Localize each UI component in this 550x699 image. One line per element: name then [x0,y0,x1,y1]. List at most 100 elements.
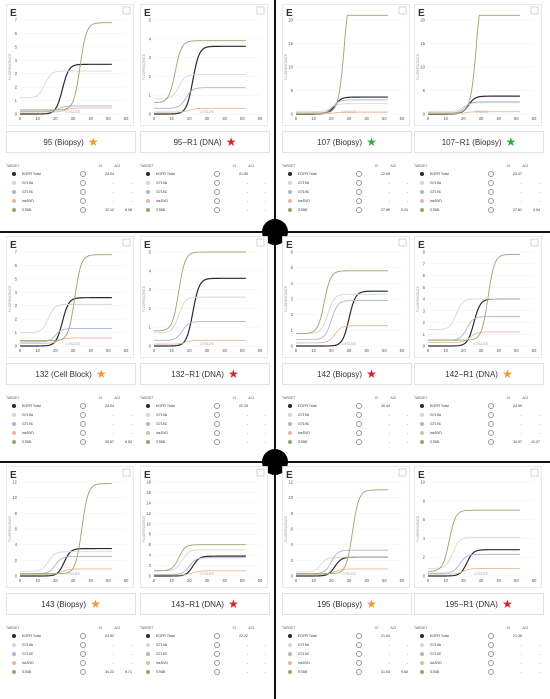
status-circle-icon [356,207,362,213]
amplification-curve [296,293,388,334]
target-color-dot [146,208,150,212]
header-target: TARGET [6,396,20,400]
x-tick-label: 60 [400,116,405,121]
target-name: G719C [22,422,34,426]
y-axis-label: FLUORESCENCE [142,54,146,80]
header-target: TARGET [282,626,296,630]
table-row: G719A - - [6,179,136,187]
target-color-dot [146,190,150,194]
y-tick-label: 6 [291,250,294,255]
target-color-dot [420,404,424,408]
panel-letter: E [418,470,425,481]
target-name: S768I [156,208,166,212]
chart-panel: E 0 1 2 3 4 5 6 0 10 20 30 40 50 60 CYCLES FLUORESCENCE 1… [282,236,412,389]
x-tick-label: 40 [364,578,369,583]
target-color-dot [12,413,16,417]
chart-frame [6,466,134,588]
ct-value: 30.57 [105,440,114,444]
target-name: G719A [22,413,34,417]
x-tick-label: 30 [71,116,76,121]
ct-value: - [520,190,522,194]
table-row: insSVD - - [414,429,544,437]
x-tick-label: 50 [514,116,519,121]
target-name: G719A [298,413,310,417]
x-tick-label: 20 [187,348,192,353]
y-tick-label: 0 [291,112,294,117]
amplification-curve [296,290,388,347]
target-name: G719C [156,652,168,656]
status-circle-icon [80,651,86,657]
ct-value: 22.22 [239,634,248,638]
expand-icon [398,6,407,15]
x-tick-label: 60 [124,348,129,353]
ct-value: - [246,208,248,212]
table-header: TARGET Ct ΔCt [282,624,412,632]
target-color-dot [12,643,16,647]
sample-label: 142 (Biopsy) ★ [282,363,412,385]
ct-value: 23.47 [513,172,522,176]
target-name: S768I [156,440,166,444]
amplification-curve [428,14,520,114]
dct-value: - [130,643,132,647]
status-circle-icon [488,207,494,213]
dct-value: - [406,661,408,665]
status-circle-icon [214,633,220,639]
sample-label: 142−R1 (DNA) ★ [414,363,544,385]
dct-value: 5.24 [401,208,408,212]
ct-value: 27.89 [381,208,390,212]
table-row: G719A - - [282,641,412,649]
y-tick-label: 4 [291,542,294,547]
ct-value: 24.90 [513,404,522,408]
ct-value: 30.44 [381,404,390,408]
ct-value: - [520,413,522,417]
y-tick-label: 12 [12,480,17,485]
y-tick-label: 5 [149,18,152,23]
amplification-curve [296,111,388,114]
star-icon: ★ [505,135,517,149]
amplification-curve [20,483,112,575]
target-color-dot [288,661,292,665]
status-circle-icon [80,412,86,418]
target-color-dot [420,172,424,176]
y-tick-label: 1 [291,328,294,333]
y-tick-label: 6 [423,273,426,278]
dct-value: - [264,181,266,185]
target-color-dot [288,643,292,647]
header-ct: Ct [232,396,236,400]
sample-label: 95−R1 (DNA) ★ [140,131,270,153]
table-row: S768I 31.54 9.60 [282,668,412,676]
ct-value: 24.52 [105,634,114,638]
status-circle-icon [214,189,220,195]
x-axis-label: CYCLES [474,342,488,346]
expand-icon [122,6,131,15]
ct-value: 22.65 [381,172,390,176]
panel-letter: E [418,240,425,251]
target-name: S768I [298,670,308,674]
dct-value: 4.54 [533,208,540,212]
y-tick-label: 4 [15,58,18,63]
header-ct: Ct [506,396,510,400]
y-tick-label: 10 [420,65,425,70]
table-row: insSVD - - [6,197,136,205]
ct-value: 34.23 [105,670,114,674]
target-name: G719A [156,413,168,417]
table-header: TARGET Ct ΔCt [414,162,544,170]
header-dct: ΔCt [390,396,396,400]
dct-value: - [130,199,132,203]
x-tick-label: 0 [153,348,156,353]
sample-name: 107−R1 (Biopsy) [441,137,502,147]
amplification-curve [428,253,520,341]
sample-name: 142 (Biopsy) [317,369,363,379]
dct-value: 9.71 [125,670,132,674]
ct-value: - [112,643,114,647]
status-circle-icon [214,412,220,418]
y-tick-label: 10 [288,65,293,70]
dct-value: - [264,199,266,203]
header-ct: Ct [374,396,378,400]
ct-value: - [112,422,114,426]
dct-value: - [406,422,408,426]
y-tick-label: 1 [149,325,152,330]
amplification-curve [427,298,520,330]
